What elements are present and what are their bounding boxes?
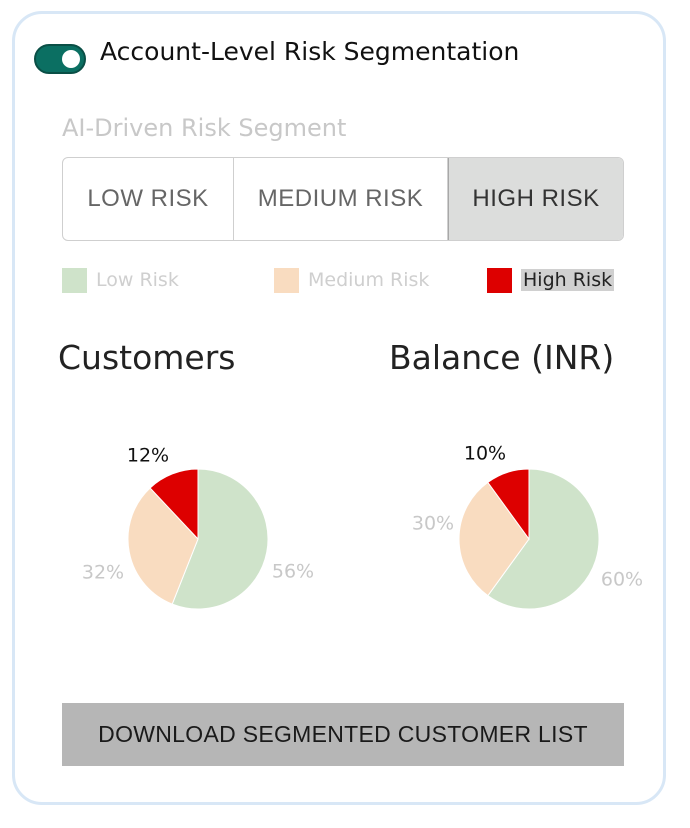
download-customer-list-button[interactable]: DOWNLOAD SEGMENTED CUSTOMER LIST bbox=[62, 703, 624, 766]
pie-balance-slice-medium bbox=[458, 481, 530, 597]
panel-title: Account-Level Risk Segmentation bbox=[100, 37, 520, 66]
segment-high-risk[interactable]: HIGH RISK bbox=[448, 158, 623, 240]
segment-label: AI-Driven Risk Segment bbox=[62, 114, 347, 142]
legend-swatch-low bbox=[62, 267, 87, 293]
risk-segmentation-card bbox=[12, 11, 666, 805]
pie-customers-slice-medium bbox=[127, 487, 199, 605]
segmentation-toggle[interactable] bbox=[34, 44, 86, 74]
pie-customers-slice-high bbox=[149, 468, 199, 541]
legend-medium-risk: Medium Risk bbox=[274, 267, 429, 293]
pie-balance-label-low: 60% bbox=[601, 569, 643, 591]
toggle-knob bbox=[62, 50, 80, 68]
legend-low-risk: Low Risk bbox=[62, 267, 179, 293]
customers-chart-title: Customers bbox=[58, 338, 236, 377]
legend-label-high: High Risk bbox=[521, 269, 615, 291]
pie-customers-label-low: 56% bbox=[272, 561, 314, 583]
legend-high-risk: High Risk bbox=[487, 267, 615, 293]
legend-label-medium: Medium Risk bbox=[308, 269, 430, 291]
legend-swatch-medium bbox=[274, 267, 299, 293]
pie-balance-slice-high bbox=[487, 468, 530, 541]
pie-balance-label-medium: 30% bbox=[412, 513, 454, 535]
segment-medium-risk[interactable]: MEDIUM RISK bbox=[234, 158, 448, 240]
pie-customers-label-high: 12% bbox=[127, 445, 169, 467]
risk-segment-selector: LOW RISK MEDIUM RISK HIGH RISK bbox=[62, 157, 624, 241]
pie-customers-label-medium: 32% bbox=[82, 562, 124, 584]
balance-chart-title: Balance (INR) bbox=[389, 338, 615, 377]
legend-label-low: Low Risk bbox=[96, 269, 179, 291]
pie-customers-slice-low bbox=[171, 468, 269, 610]
legend-swatch-high bbox=[487, 267, 512, 293]
pie-balance-slice-low bbox=[487, 468, 600, 610]
pie-balance-label-high: 10% bbox=[464, 443, 506, 465]
segment-low-risk[interactable]: LOW RISK bbox=[63, 158, 234, 240]
